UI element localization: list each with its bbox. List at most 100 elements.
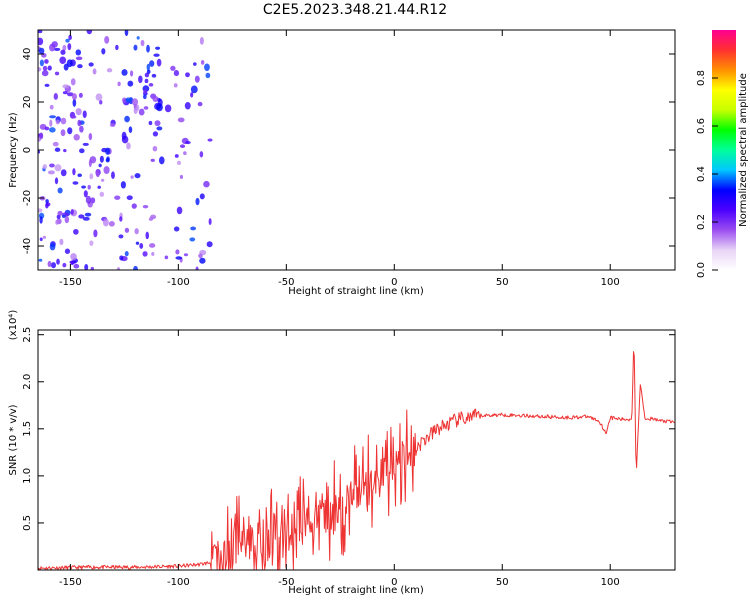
spectrogram-cell (95, 93, 103, 101)
snr-x-tick-label: 50 (496, 577, 509, 588)
spectrogram-cell (47, 170, 55, 175)
spectrogram-cell (49, 104, 54, 110)
spectrogram-cell (133, 265, 138, 270)
spectrogram-cell (79, 148, 85, 154)
spectrogram-cell (38, 47, 45, 55)
spectrogram-cell (49, 243, 56, 251)
spectrogram-cell (88, 132, 93, 141)
spectrogram-cell (72, 181, 79, 185)
spectrogram-cell (108, 220, 115, 227)
spectrogram-cell (151, 252, 155, 256)
spectrogram-cell (104, 35, 110, 44)
spectrogram-cell (53, 93, 58, 100)
spectrogram-cell (140, 39, 145, 47)
spectrogram-cell (60, 49, 66, 55)
spectrogram-cell (173, 226, 180, 232)
spectrogram-cell (190, 226, 196, 231)
spectrogram-cell (82, 110, 87, 118)
spectrogram-cell (84, 263, 89, 270)
colorbar-label: Normalized spectral amplitude (738, 73, 749, 227)
snr-y-axis-label: SNR (10 * v/v) (8, 404, 19, 475)
spectrogram-cell (133, 107, 138, 114)
spectrogram-cell (62, 262, 67, 268)
spectrogram-cell (49, 163, 55, 168)
spectrogram-cell (131, 98, 139, 106)
spectrogram-cell (87, 185, 91, 190)
spectrogram-cell (116, 266, 121, 270)
spectrogram-cell (53, 47, 61, 52)
spectrogram-cell (199, 257, 206, 264)
spectrogram-cell (144, 72, 150, 78)
spectrogram-cell (164, 255, 169, 260)
spectrogram-cell (129, 70, 134, 77)
spectrogram-cell (105, 147, 111, 155)
spectrogram-cell (99, 191, 105, 197)
spectrogram-cell (51, 41, 58, 48)
spectrogram-cell (60, 117, 67, 125)
spectrogram-cell (67, 43, 72, 51)
spectrogram-cell (64, 248, 71, 254)
spectrogram-cell (71, 93, 77, 101)
spectrogram-cell (170, 65, 176, 71)
spectrogram-cell (59, 56, 67, 64)
spectrogram-cell (184, 102, 191, 110)
spectrogram-cell (126, 142, 131, 150)
spectrogram-cell (134, 228, 139, 235)
snr-y-multiplier: (x10⁴) (8, 310, 19, 341)
spectrogram-cell (189, 237, 196, 242)
spectrogram-y-tick-label: -20 (22, 190, 33, 206)
spectrogram-cell (148, 243, 156, 248)
spectrogram-cell (38, 150, 41, 154)
spectrogram-cell (143, 89, 147, 95)
spectrogram-cell (131, 203, 137, 209)
spectrogram-cell (117, 81, 121, 87)
spectrogram-cell (38, 208, 43, 213)
spectrogram-cell (97, 185, 101, 189)
spectrogram-cell (70, 208, 74, 215)
spectrogram-x-axis-label: Height of straight line (km) (288, 286, 424, 297)
spectrogram-cell (98, 163, 102, 168)
spectrogram-cell (119, 255, 124, 261)
spectrogram-cell (86, 30, 93, 35)
spectrogram-cell (106, 156, 110, 162)
spectrogram-cell (204, 63, 210, 72)
spectrogram-cell (125, 97, 132, 103)
spectrogram-cell (47, 65, 52, 71)
spectrogram-cell (173, 83, 178, 88)
spectrogram-panel: -150 -100 -50 0 50 100 -40 -20 0 20 40 Height of … (8, 29, 676, 297)
spectrogram-cell (38, 30, 43, 34)
snr-y-tick-label: 2.0 (22, 374, 33, 390)
spectrogram-cell (139, 242, 144, 249)
spectrogram-cell (59, 238, 64, 246)
spectrogram-cell (152, 131, 159, 137)
spectrogram-cell (72, 98, 77, 107)
spectrogram-cell (185, 72, 190, 78)
spectrogram-cell (44, 59, 49, 64)
spectrogram-cell (57, 187, 63, 194)
spectrogram-cell (145, 231, 150, 240)
figure-title: C2E5.2023.348.21.44.R12 (263, 2, 447, 18)
spectrogram-cell (89, 173, 94, 180)
spectrogram-cell (49, 115, 57, 119)
spectrogram-cell (199, 36, 204, 45)
spectrogram-cell (190, 85, 198, 94)
spectrogram-cell (81, 185, 86, 189)
spectrogram-cell (57, 210, 63, 216)
spectrogram-cell (79, 125, 84, 133)
spectrogram-cell (106, 68, 113, 73)
spectrogram-cell (133, 44, 138, 51)
spectrogram-cell (77, 119, 82, 127)
spectrogram-cell (62, 84, 70, 89)
colorbar: 0.0 0.2 0.4 0.6 0.8 Normalized spectral ampl… (696, 30, 749, 278)
spectrogram-cell (92, 68, 97, 75)
spectrogram-cell (38, 37, 44, 46)
spectrogram-cell (142, 204, 149, 209)
spectrogram-cell (41, 70, 49, 77)
snr-x-ticks: -150 -100 -50 0 50 100 (59, 330, 620, 588)
spectrogram-cell (114, 195, 121, 200)
spectrogram-cell (174, 154, 179, 158)
spectrogram-cell (42, 164, 48, 170)
spectrogram-cell (194, 75, 200, 83)
spectrogram-cell (64, 215, 70, 224)
